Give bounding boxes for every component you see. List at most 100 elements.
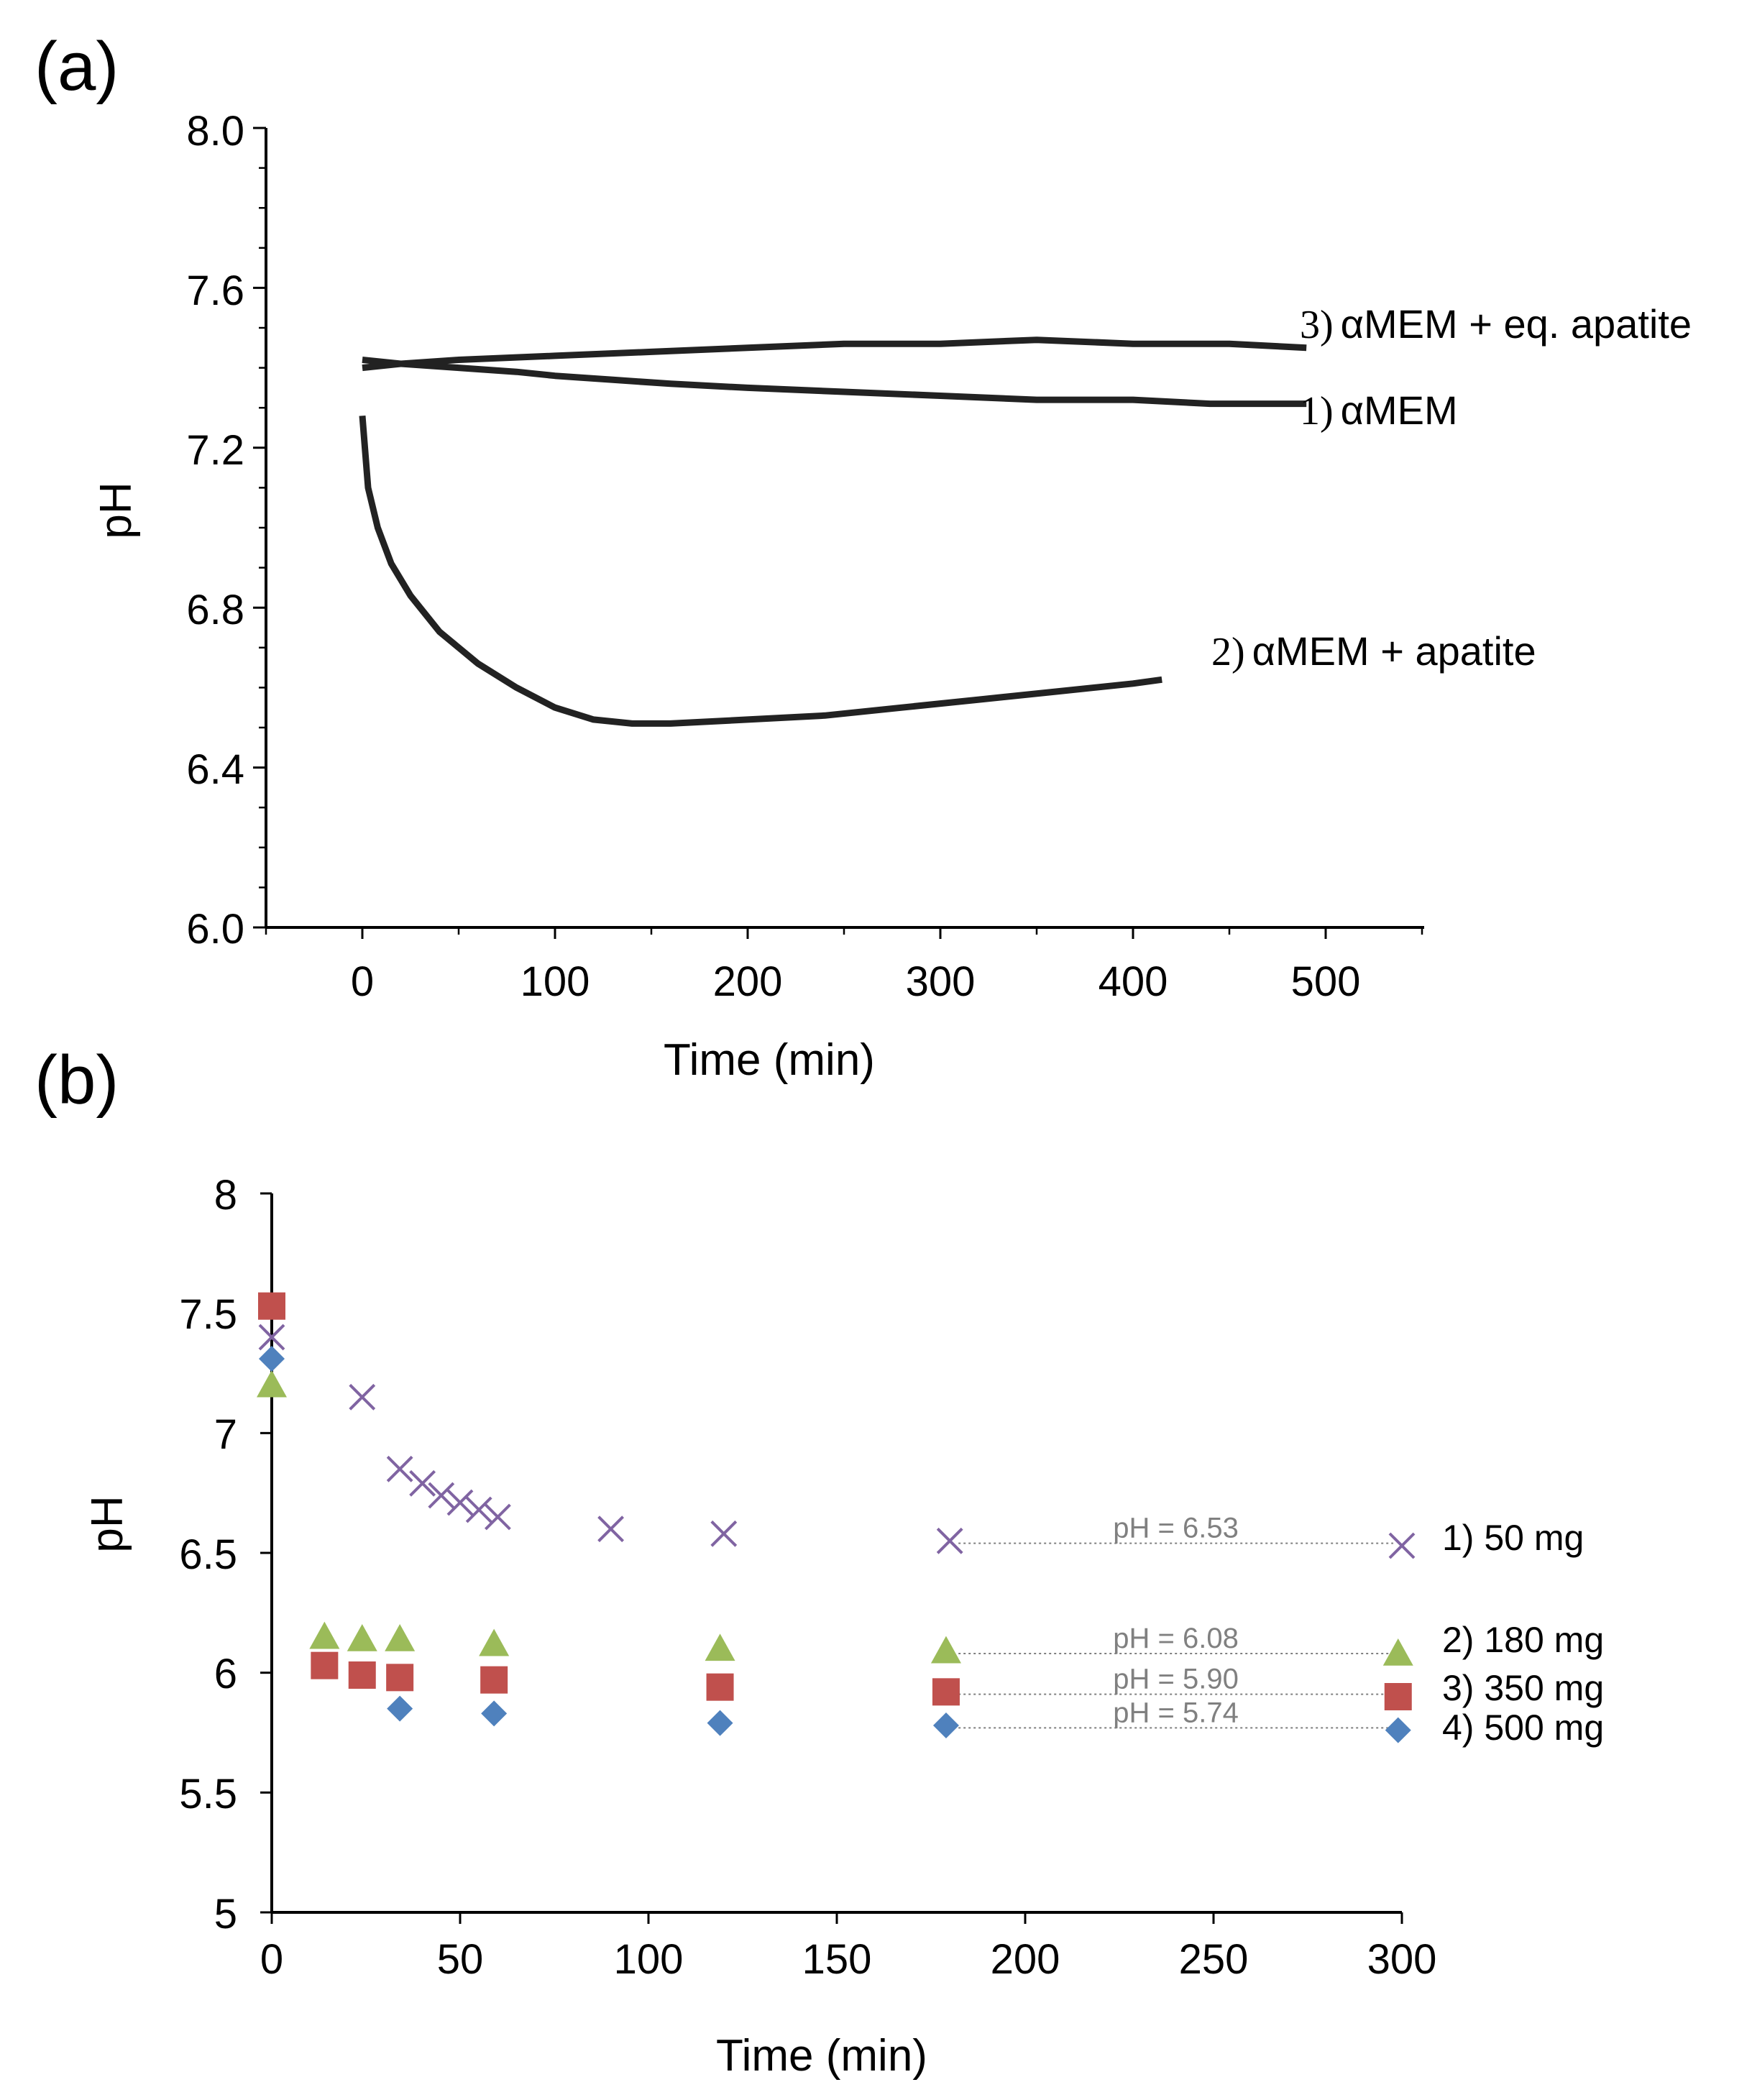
panel-b-data-points	[257, 1292, 1416, 1743]
panel-b-y-tick-label: 6.5	[179, 1531, 237, 1578]
panel-b-x-tick-label: 100	[614, 1936, 684, 1983]
panel-b-x-axis-title: Time (min)	[716, 2031, 927, 2081]
panel-b-label: (b)	[35, 1042, 119, 1119]
panel-a-y-tick-label: 6.0	[186, 906, 244, 953]
panel-b-y-tick-label: 7.5	[179, 1291, 237, 1338]
point-180mg	[385, 1624, 416, 1651]
point-350mg	[706, 1673, 734, 1701]
point-350mg	[311, 1651, 339, 1679]
panel-b-y-tick-label: 6	[214, 1651, 237, 1697]
x-stroke	[936, 1527, 963, 1554]
annotation-label: pH = 6.08	[1113, 1623, 1239, 1654]
legend-label-350mg: 3) 350 mg	[1442, 1668, 1604, 1708]
point-350mg	[480, 1666, 508, 1694]
point-180mg	[257, 1370, 287, 1398]
panel-b-x-tick-label: 0	[260, 1936, 283, 1983]
panel-b-y-ticks	[260, 1192, 272, 1914]
x-stroke	[465, 1496, 492, 1523]
point-180mg	[1382, 1638, 1413, 1666]
panel-a-x-tick-label: 400	[1099, 958, 1168, 1005]
legend-label-180mg: 2) 180 mg	[1442, 1620, 1604, 1660]
panel-b-y-tick-label: 7	[214, 1411, 237, 1458]
point-500mg	[932, 1712, 959, 1738]
x-stroke	[484, 1503, 511, 1531]
point-50mg	[484, 1503, 511, 1531]
panel-a-x-tick-label: 100	[520, 958, 590, 1005]
point-50mg	[386, 1455, 413, 1482]
point-500mg	[387, 1695, 413, 1722]
series-2-label: 2) αMEM + apatite	[1211, 628, 1536, 674]
point-500mg	[481, 1700, 508, 1727]
panel-a-x-tick-label: 500	[1291, 958, 1361, 1005]
panel-b-x-tick-label: 200	[991, 1936, 1060, 1983]
point-50mg	[710, 1520, 738, 1547]
point-50mg	[1388, 1532, 1416, 1559]
panel-a-y-tick-label: 6.4	[186, 746, 244, 793]
point-350mg	[258, 1292, 285, 1320]
panel-b-annotations: pH = 6.53 pH = 6.08 pH = 5.90 pH = 5.74	[958, 1513, 1393, 1729]
panel-a-x-ticks	[265, 927, 1423, 939]
panel-a-y-tick-label: 7.6	[186, 267, 244, 314]
point-50mg	[465, 1496, 492, 1523]
series-3-line	[362, 336, 1307, 372]
panel-a-chart: (a) 8.0 7.6 7.2 6.8 6.4 6.0 0 100 200 30…	[35, 28, 1692, 1085]
panel-a-x-axis-title: Time (min)	[664, 1035, 875, 1085]
point-350mg	[1384, 1683, 1412, 1710]
panel-a-x-tick-label: 300	[906, 958, 976, 1005]
point-500mg	[1385, 1717, 1411, 1743]
point-50mg	[349, 1383, 376, 1411]
x-stroke	[428, 1482, 455, 1509]
series-1-label: 1) αMEM	[1300, 388, 1458, 434]
panel-a-y-tick-label: 7.2	[186, 427, 244, 474]
point-50mg	[936, 1527, 963, 1554]
annotation-label: pH = 5.74	[1113, 1697, 1239, 1728]
point-50mg	[597, 1516, 625, 1543]
point-350mg	[348, 1661, 376, 1689]
point-50mg	[258, 1324, 285, 1351]
panel-a-y-tick-label: 8.0	[186, 108, 244, 155]
point-50mg	[446, 1489, 474, 1516]
x-stroke	[386, 1455, 413, 1482]
panel-a-x-tick-label: 200	[713, 958, 783, 1005]
panel-b-y-axis-title: pH	[83, 1495, 132, 1552]
x-stroke	[710, 1520, 738, 1547]
panel-b-x-tick-label: 250	[1179, 1936, 1249, 1983]
series-3-label: 3) αMEM + eq. apatite	[1300, 301, 1692, 347]
point-500mg	[707, 1710, 733, 1736]
x-stroke	[409, 1469, 436, 1497]
point-180mg	[479, 1628, 510, 1656]
x-stroke	[597, 1516, 625, 1543]
series-1-line	[362, 357, 1307, 408]
panel-b-x-tick-label: 300	[1367, 1936, 1437, 1983]
point-180mg	[705, 1633, 735, 1661]
panel-a-y-ticks	[253, 127, 266, 929]
panel-b-x-tick-label: 150	[802, 1936, 872, 1983]
legend-label-500mg: 4) 500 mg	[1442, 1707, 1604, 1748]
panel-b-x-ticks	[270, 1912, 1403, 1924]
x-stroke	[446, 1489, 474, 1516]
panel-b-x-tick-label: 50	[437, 1936, 484, 1983]
point-350mg	[932, 1678, 960, 1706]
x-stroke	[258, 1324, 285, 1351]
x-stroke	[349, 1383, 376, 1411]
annotation-label: pH = 6.53	[1113, 1513, 1239, 1544]
point-50mg	[409, 1469, 436, 1497]
point-180mg	[309, 1621, 340, 1649]
panel-b-y-tick-label: 5	[214, 1891, 237, 1938]
legend-label-50mg: 1) 50 mg	[1442, 1518, 1584, 1558]
series-2-line	[359, 415, 1162, 727]
point-180mg	[347, 1624, 377, 1651]
annotation-label: pH = 5.90	[1113, 1664, 1239, 1695]
panel-a-y-tick-label: 6.8	[186, 587, 244, 633]
point-350mg	[386, 1664, 414, 1692]
panel-a-x-tick-label: 0	[351, 958, 374, 1005]
panel-b-y-tick-label: 8	[214, 1172, 237, 1219]
panel-a-label: (a)	[35, 28, 119, 105]
panel-b-chart: (b) 8 7.5 7 6.5 6 5.5 5 0 50 100 150 200…	[35, 1042, 1604, 2081]
point-500mg	[259, 1346, 285, 1372]
point-50mg	[428, 1482, 455, 1509]
panel-b-y-tick-label: 5.5	[179, 1771, 237, 1817]
panel-a-y-axis-title: pH	[91, 482, 141, 538]
point-180mg	[930, 1636, 961, 1664]
